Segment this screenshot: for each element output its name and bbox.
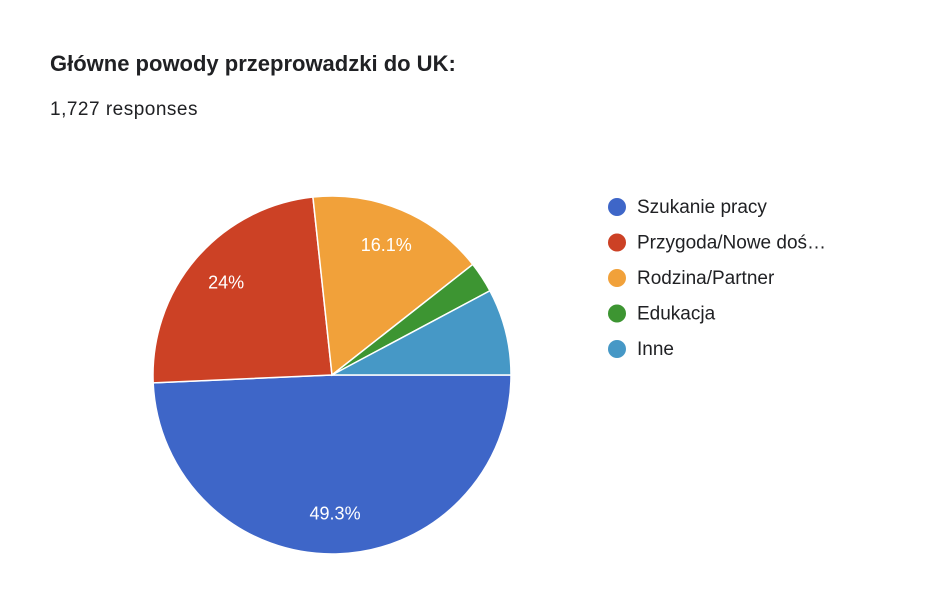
legend-swatch — [608, 340, 626, 358]
chart-title: Główne powody przeprowadzki do UK: — [50, 51, 456, 76]
legend-label: Przygoda/Nowe doś… — [637, 233, 826, 254]
pie-slice — [152, 374, 512, 555]
legend-swatch — [608, 198, 626, 216]
legend-label: Inne — [637, 339, 674, 360]
legend-label: Rodzina/Partner — [637, 268, 775, 289]
legend-swatch — [608, 269, 626, 287]
data-label: 24% — [208, 273, 244, 293]
legend-label: Szukanie pracy — [637, 197, 767, 218]
data-label: 49.3% — [310, 503, 361, 523]
pie-slice — [331, 289, 512, 376]
legend-swatch — [608, 304, 626, 323]
pie-slice — [312, 195, 474, 377]
chart-subtitle: 1,727 responses — [50, 99, 198, 120]
data-label: 16.1% — [361, 235, 412, 255]
pie-slice — [152, 196, 333, 384]
legend-swatch — [608, 233, 626, 252]
legend-label: Edukacja — [637, 304, 716, 325]
